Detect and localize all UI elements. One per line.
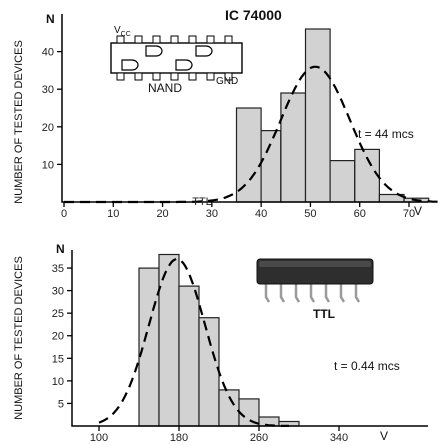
- y-tick-label: 20: [52, 331, 64, 343]
- bottom-y-axis-label: NUMBER OF TESTED DEVICES: [13, 256, 25, 420]
- x-tick-label: 100: [90, 432, 108, 444]
- dip-pin: [309, 283, 316, 303]
- chip-pin: [152, 72, 161, 81]
- bottom-fit-curve: [98, 257, 289, 427]
- chip-pin: [188, 72, 197, 81]
- nand-gate-1: [145, 45, 163, 57]
- top-bars: [235, 28, 430, 203]
- top-chart: IC 74000 NUMBER OF TESTED DEVICES N V 10…: [13, 7, 439, 220]
- dip-body-top: [259, 261, 371, 267]
- chip-pin: [170, 72, 179, 81]
- chip-pin: [206, 72, 215, 81]
- top-axes: [61, 14, 428, 203]
- histogram-bar: [198, 317, 220, 427]
- x-tick-label: 10: [107, 208, 119, 220]
- chip-pin: [170, 35, 179, 44]
- histogram-bar: [329, 160, 356, 203]
- chip-pin: [152, 35, 161, 44]
- nand-label: NAND: [148, 81, 182, 95]
- y-tick-label: 30: [42, 84, 54, 96]
- chip-pins-top: [116, 35, 233, 44]
- histogram-bar: [178, 285, 200, 427]
- dip-pin: [354, 283, 361, 303]
- chip-pin: [134, 35, 143, 44]
- y-tick-label: 10: [42, 159, 54, 171]
- top-y-axis-symbol: N: [46, 12, 55, 26]
- nand-gates: [121, 45, 213, 71]
- x-tick-label: 0: [61, 208, 67, 220]
- chip-pins-bottom: [116, 72, 233, 81]
- nand-chip-schematic: VCC GND NAND: [110, 25, 243, 95]
- top-y-ticks: 10 20 30 40: [42, 47, 62, 171]
- chip-pin: [134, 72, 143, 81]
- ttl-chip-picture: TTL: [256, 258, 374, 321]
- y-tick-label: 35: [52, 263, 64, 275]
- bottom-x-ticks: 100 180 260 340: [90, 426, 348, 444]
- top-fit-curve: [64, 65, 439, 204]
- top-y-axis-label: NUMBER OF TESTED DEVICES: [13, 40, 25, 204]
- bottom-annotation: t = 0.44 mcs: [334, 359, 400, 373]
- bottom-axes: [71, 250, 428, 427]
- x-tick-label: 180: [170, 432, 188, 444]
- y-tick-label: 30: [52, 286, 64, 298]
- dip-pin: [294, 283, 301, 303]
- y-tick-label: 40: [42, 47, 54, 59]
- chip-pin: [116, 72, 125, 81]
- chip-pin: [224, 35, 233, 44]
- y-tick-label: 20: [42, 122, 54, 134]
- vcc-label: VCC: [114, 25, 131, 38]
- gnd-label: GND: [216, 76, 238, 87]
- histogram-bar: [218, 389, 240, 427]
- nand-gate-2: [195, 45, 213, 57]
- x-tick-label: 30: [206, 208, 218, 220]
- x-tick-label: 70: [403, 208, 415, 220]
- histogram-bar: [260, 130, 282, 203]
- dip-pin: [339, 283, 346, 303]
- x-tick-label: 40: [255, 208, 267, 220]
- top-annotation: t = 44 mcs: [358, 127, 414, 141]
- bottom-y-axis-symbol: N: [56, 242, 65, 256]
- dip-pin: [264, 283, 271, 303]
- x-tick-label: 340: [330, 432, 348, 444]
- chip-pin: [224, 72, 233, 81]
- x-tick-label: 50: [304, 208, 316, 220]
- dip-pin: [324, 283, 331, 303]
- dip-pins: [264, 283, 361, 303]
- y-tick-label: 25: [52, 308, 64, 320]
- histogram-bar: [235, 107, 262, 203]
- x-tick-label: 20: [156, 208, 168, 220]
- vcc-label-main: V: [114, 25, 121, 36]
- histogram-bar: [158, 253, 180, 427]
- dip-pin: [279, 283, 286, 303]
- chip-pin: [188, 35, 197, 44]
- y-tick-label: 10: [52, 376, 64, 388]
- top-chart-title: IC 74000: [225, 7, 282, 23]
- x-tick-label: 260: [250, 432, 268, 444]
- histogram-bar: [138, 267, 160, 427]
- bottom-x-axis-symbol: V: [380, 429, 388, 443]
- histogram-bar: [304, 28, 331, 203]
- x-tick-label: TTL: [192, 196, 212, 208]
- vcc-label-sub: CC: [121, 31, 131, 38]
- y-tick-label: 5: [58, 398, 64, 410]
- bottom-y-ticks: 5 10 15 20 25 30 35: [52, 263, 72, 410]
- chip-pin: [206, 35, 215, 44]
- histogram-bar: [280, 92, 307, 203]
- bottom-chart: NUMBER OF TESTED DEVICES N V 5 10 15 20 25 30…: [13, 242, 428, 444]
- nand-gate-3: [121, 59, 139, 71]
- top-x-axis-symbol: V: [414, 204, 422, 218]
- ttl-label: TTL: [313, 307, 335, 321]
- chip-pin: [116, 35, 125, 44]
- nand-gate-4: [175, 59, 193, 71]
- y-tick-label: 15: [52, 353, 64, 365]
- x-tick-label: 60: [354, 208, 366, 220]
